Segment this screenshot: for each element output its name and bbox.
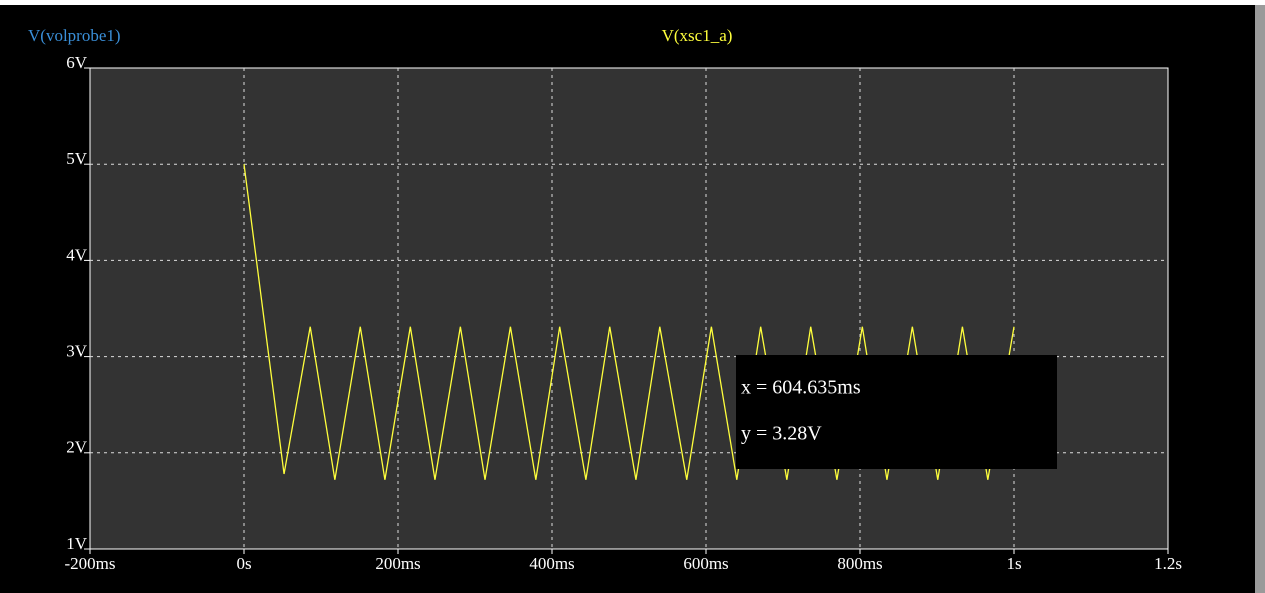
- trace: [243, 164, 1015, 480]
- y-tick-label: 1V: [66, 534, 88, 553]
- y-tick-label: 6V: [66, 53, 88, 72]
- x-tick-label: 0s: [236, 554, 251, 573]
- legend-entry: V(xsc1_a): [662, 26, 733, 45]
- plot-area: [89, 67, 1169, 550]
- y-tick-label: 3V: [66, 342, 88, 361]
- cursor-y: y = 3.28V: [741, 423, 822, 445]
- top-border: [0, 0, 1265, 5]
- y-axis-label: V(volprobe1): [28, 26, 121, 45]
- x-tick-label: 600ms: [683, 554, 728, 573]
- x-tick-label: -200ms: [65, 554, 116, 573]
- y-tick-label: 2V: [66, 438, 88, 457]
- traces: [243, 164, 1015, 480]
- x-tick-label: 1.2s: [1154, 554, 1182, 573]
- cursor-x: x = 604.635ms: [741, 377, 861, 399]
- scrollbar: [1255, 0, 1265, 593]
- y-tick-label: 5V: [66, 149, 88, 168]
- x-tick-label: 1s: [1006, 554, 1021, 573]
- x-tick-label: 800ms: [837, 554, 882, 573]
- cursor-box: [736, 355, 1057, 469]
- x-tick-label: 200ms: [375, 554, 420, 573]
- x-tick-label: 400ms: [529, 554, 574, 573]
- y-tick-label: 4V: [66, 245, 88, 264]
